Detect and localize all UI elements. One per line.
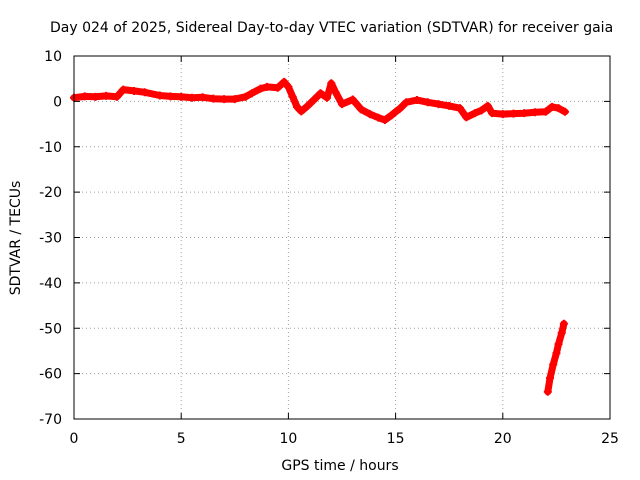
data-point bbox=[230, 95, 239, 104]
data-point bbox=[338, 100, 346, 109]
y-tick-label: -70 bbox=[39, 412, 62, 428]
data-point bbox=[477, 106, 486, 115]
data-point bbox=[543, 387, 552, 396]
data-point bbox=[391, 107, 400, 116]
data-point bbox=[509, 109, 518, 118]
data-point bbox=[331, 88, 340, 97]
data-point bbox=[548, 102, 557, 111]
data-point bbox=[155, 91, 164, 100]
data-point bbox=[140, 88, 149, 97]
chart-title: Day 024 of 2025, Sidereal Day-to-day VTE… bbox=[50, 20, 613, 36]
y-tick-label: 10 bbox=[44, 49, 62, 65]
data-point bbox=[520, 109, 529, 118]
data-point bbox=[483, 101, 492, 110]
data-point bbox=[316, 89, 325, 98]
data-point bbox=[292, 102, 301, 111]
data-point bbox=[554, 340, 563, 349]
data-series bbox=[70, 77, 569, 396]
data-point bbox=[445, 101, 454, 110]
data-point bbox=[198, 93, 207, 102]
data-point bbox=[280, 77, 289, 86]
data-point bbox=[220, 95, 229, 104]
data-point bbox=[177, 92, 186, 101]
data-point bbox=[209, 94, 218, 103]
data-point bbox=[119, 85, 128, 94]
data-point bbox=[166, 92, 175, 101]
y-tick-label: -50 bbox=[39, 321, 62, 337]
data-point bbox=[91, 92, 100, 101]
data-point bbox=[434, 100, 443, 109]
x-tick-label: 10 bbox=[279, 431, 297, 447]
x-tick-label: 25 bbox=[601, 431, 619, 447]
data-point bbox=[549, 360, 558, 369]
data-point bbox=[284, 82, 293, 91]
data-point bbox=[387, 111, 396, 120]
data-point bbox=[557, 328, 566, 337]
data-point bbox=[488, 109, 497, 118]
y-tick-label: -60 bbox=[39, 367, 62, 383]
data-point bbox=[423, 98, 432, 107]
data-point bbox=[552, 349, 561, 358]
data-point bbox=[395, 104, 404, 113]
data-point bbox=[348, 95, 357, 104]
data-point bbox=[554, 104, 563, 113]
data-point bbox=[130, 86, 139, 95]
x-tick-label: 0 bbox=[70, 431, 79, 447]
data-point bbox=[297, 107, 306, 116]
data-point bbox=[288, 92, 297, 101]
data-point bbox=[187, 93, 196, 102]
data-point bbox=[560, 107, 569, 116]
data-point bbox=[541, 107, 550, 116]
y-axis-title: SDTVAR / TECUs bbox=[8, 181, 24, 296]
data-point bbox=[470, 109, 479, 118]
y-tick-label: -10 bbox=[39, 140, 62, 156]
x-tick-label: 15 bbox=[387, 431, 405, 447]
x-tick-label: 5 bbox=[177, 431, 186, 447]
data-point bbox=[303, 101, 312, 110]
data-point bbox=[80, 92, 89, 101]
x-tick-label: 20 bbox=[494, 431, 512, 447]
data-point bbox=[559, 319, 568, 328]
data-point bbox=[241, 92, 250, 101]
data-point bbox=[380, 115, 389, 124]
data-point bbox=[112, 92, 121, 101]
data-point bbox=[102, 91, 111, 100]
data-point bbox=[413, 96, 422, 105]
data-point bbox=[545, 374, 554, 383]
data-point bbox=[247, 89, 256, 98]
data-point bbox=[374, 113, 383, 122]
data-point bbox=[530, 108, 539, 117]
data-point bbox=[402, 98, 411, 107]
x-axis-title: GPS time / hours bbox=[281, 458, 398, 474]
data-point bbox=[327, 79, 336, 88]
axis-ticks: 0 5 10 15 20 25 -70 -60 -50 -40 -30 -20 -10 0 10 bbox=[39, 49, 619, 447]
data-point bbox=[262, 82, 271, 91]
data-point bbox=[462, 113, 471, 122]
data-point bbox=[322, 93, 331, 102]
data-point bbox=[256, 84, 265, 93]
data-point bbox=[310, 95, 319, 104]
y-tick-label: 0 bbox=[53, 94, 62, 110]
y-tick-label: -40 bbox=[39, 276, 62, 292]
data-point bbox=[273, 83, 282, 92]
y-tick-label: -20 bbox=[39, 185, 62, 201]
data-point bbox=[357, 105, 366, 114]
data-point bbox=[365, 110, 374, 119]
data-point bbox=[498, 110, 507, 119]
data-point bbox=[455, 104, 464, 113]
y-tick-label: -30 bbox=[39, 231, 62, 247]
